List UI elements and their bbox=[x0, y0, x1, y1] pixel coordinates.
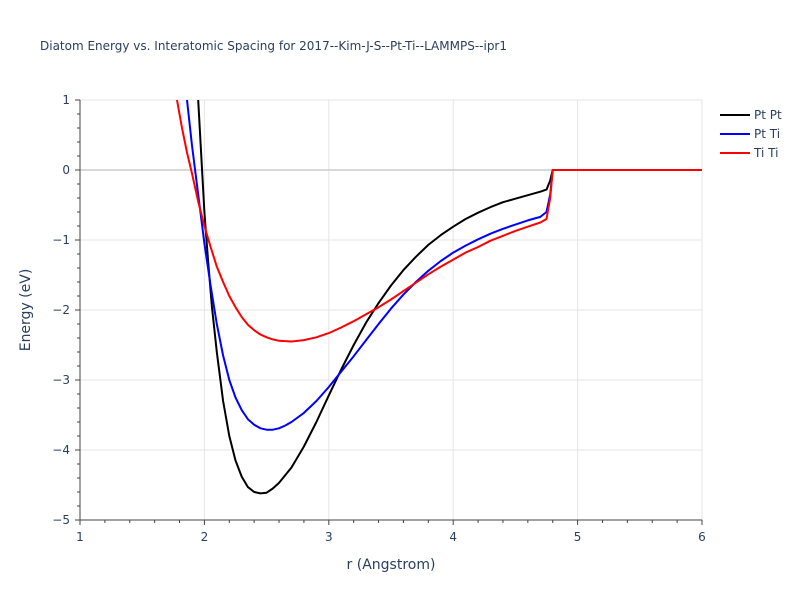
y-tick-label: 1 bbox=[62, 93, 70, 107]
x-tick-label: 2 bbox=[201, 530, 209, 544]
y-tick-label: −1 bbox=[52, 233, 70, 247]
chart-title: Diatom Energy vs. Interatomic Spacing fo… bbox=[40, 39, 507, 53]
x-tick-label: 3 bbox=[325, 530, 333, 544]
legend-item[interactable]: Pt Pt bbox=[720, 108, 782, 122]
x-tick-label: 6 bbox=[698, 530, 706, 544]
legend-item[interactable]: Pt Ti bbox=[720, 127, 780, 141]
y-tick-label: −4 bbox=[52, 443, 70, 457]
legend-label: Pt Pt bbox=[754, 108, 782, 122]
series-line-pt-pt bbox=[197, 99, 702, 495]
legend-label: Ti Ti bbox=[753, 146, 778, 160]
axes: 1 2 3 4 5 6 −5 −4 −3 −2 −1 0 1 bbox=[52, 93, 706, 544]
y-axis-title: Energy (eV) bbox=[18, 269, 34, 352]
series-line-pt-ti bbox=[186, 99, 702, 431]
y-tick-label: −5 bbox=[52, 513, 70, 527]
series-line-ti-ti bbox=[176, 99, 702, 343]
legend-item[interactable]: Ti Ti bbox=[720, 146, 778, 160]
x-tick-label: 5 bbox=[574, 530, 582, 544]
legend[interactable]: Pt Pt Pt Ti Ti Ti bbox=[720, 108, 782, 160]
x-tick-label: 1 bbox=[76, 530, 84, 544]
legend-label: Pt Ti bbox=[754, 127, 780, 141]
x-axis-title: r (Angstrom) bbox=[347, 557, 436, 573]
y-tick-label: 0 bbox=[62, 163, 70, 177]
y-tick-label: −3 bbox=[52, 373, 70, 387]
series-layer bbox=[176, 99, 702, 495]
x-tick-label: 4 bbox=[449, 530, 457, 544]
y-tick-label: −2 bbox=[52, 303, 70, 317]
